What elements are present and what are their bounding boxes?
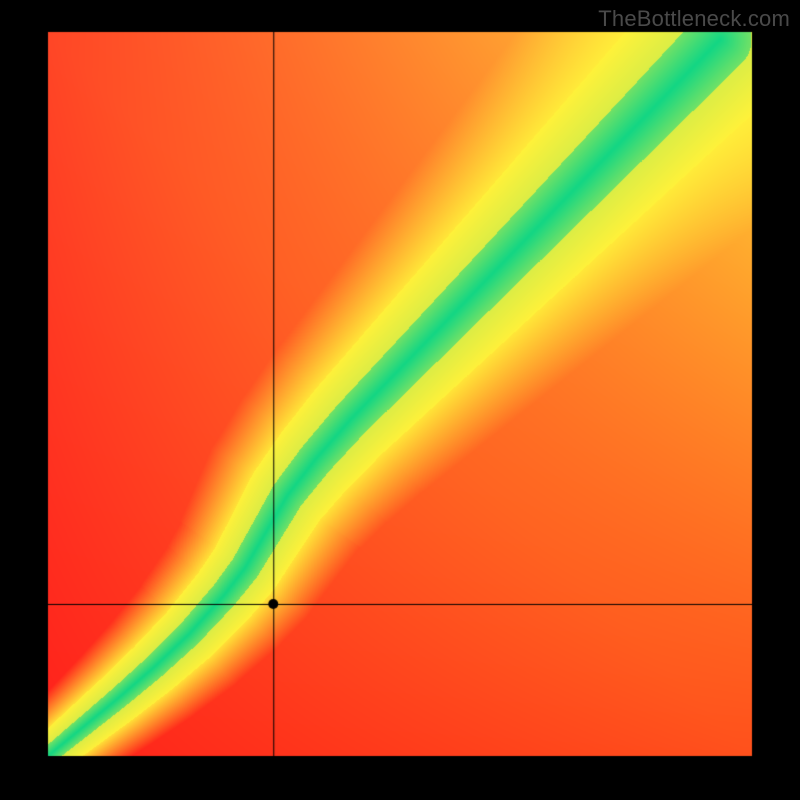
bottleneck-heatmap (0, 0, 800, 800)
watermark: TheBottleneck.com (598, 6, 790, 32)
